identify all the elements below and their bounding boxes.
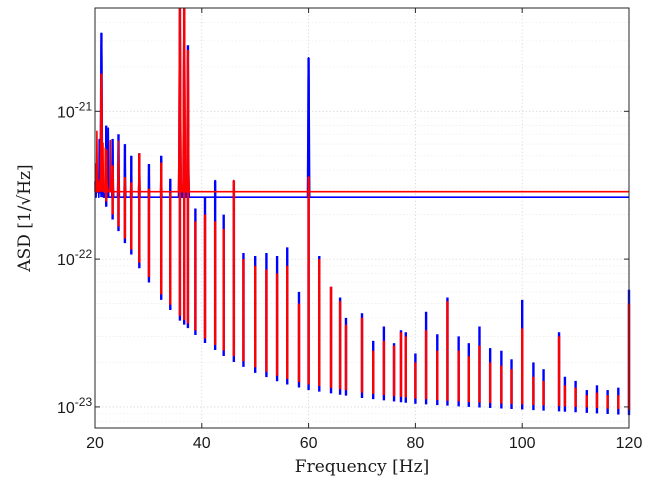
y-tick-label: 10-21 <box>57 99 92 121</box>
x-tick-label: 100 <box>509 435 536 452</box>
y-axis: 10-23 10-22 10-21 <box>57 99 629 417</box>
plot-area <box>94 7 631 429</box>
x-tick-label: 120 <box>616 435 643 452</box>
x-axis: 20 40 60 80 100 120 <box>86 8 642 452</box>
x-tick-label: 60 <box>300 435 318 452</box>
y-axis-label: ASD [1/√Hz] <box>15 164 35 272</box>
x-tick-label: 80 <box>407 435 425 452</box>
series-layer <box>94 8 631 416</box>
x-tick-label: 20 <box>86 435 104 452</box>
x-axis-label: Frequency [Hz] <box>295 457 429 477</box>
y-tick-label: 10-23 <box>57 395 92 417</box>
y-tick-label: 10-22 <box>57 247 92 269</box>
plot-frame <box>94 7 630 429</box>
x-tick-label: 40 <box>193 435 211 452</box>
